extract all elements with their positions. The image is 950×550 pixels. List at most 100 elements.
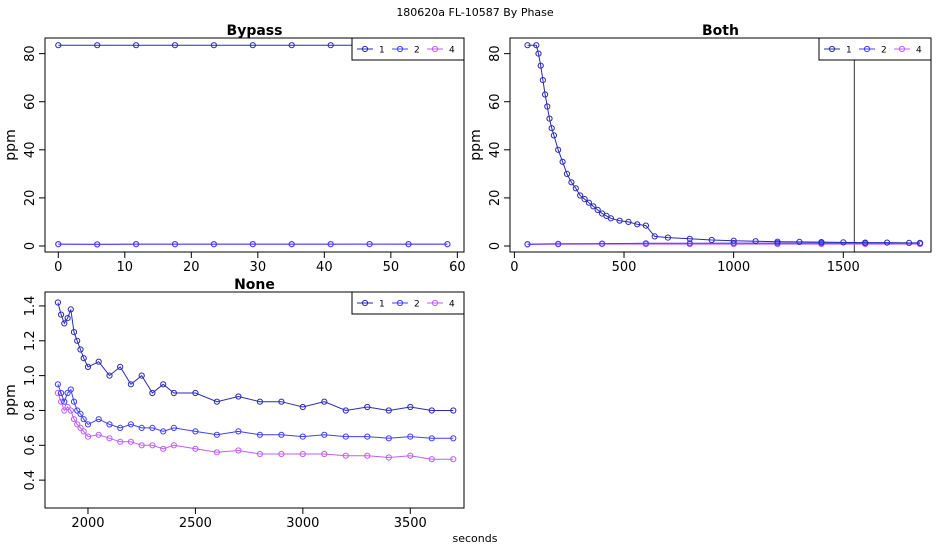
data-point: [149, 389, 156, 397]
data-point: [385, 407, 392, 414]
data-point: [170, 424, 177, 431]
data-point: [840, 239, 847, 246]
y-tick-label: 0.6: [23, 435, 38, 456]
x-tick-label: 2500: [179, 516, 212, 531]
data-point: [321, 431, 328, 438]
legend-label: 1: [379, 46, 385, 56]
y-axis-label: ppm: [468, 129, 484, 160]
y-tick-label: 80: [488, 45, 503, 62]
data-point: [171, 241, 179, 248]
legend-marker: [361, 299, 369, 307]
data-point: [54, 299, 62, 306]
data-point: [67, 306, 74, 313]
data-point: [278, 450, 285, 458]
data-point: [64, 389, 71, 397]
data-point: [559, 158, 566, 165]
data-point: [444, 241, 451, 248]
x-tick-label: 20: [183, 260, 200, 275]
data-point: [70, 416, 78, 423]
data-point: [117, 363, 124, 370]
y-tick-label: 1.2: [23, 330, 38, 351]
data-point: [117, 424, 124, 431]
data-point: [542, 91, 549, 98]
x-tick-label: 50: [383, 260, 400, 275]
panel-none: None ppm 2000 2500 3000 3500 0.4 0.6 0.8 1.0 1.2 1.…: [3, 277, 465, 531]
data-point: [138, 372, 145, 379]
data-point: [210, 42, 217, 49]
data-point: [774, 238, 781, 245]
data-point: [192, 389, 199, 397]
x-tick-label: 1500: [827, 260, 860, 275]
y-tick-label: 20: [488, 190, 503, 207]
legend-marker: [396, 299, 404, 307]
data-point: [524, 42, 531, 49]
data-point: [625, 218, 632, 225]
data-point: [106, 421, 113, 428]
data-point: [405, 241, 412, 248]
data-point: [171, 42, 179, 49]
legend-label: 1: [379, 300, 385, 310]
plot-area: [54, 299, 457, 463]
legend-label: 2: [881, 46, 887, 56]
data-point: [117, 438, 124, 445]
data-point: [364, 403, 371, 411]
data-point: [288, 42, 295, 49]
series-4: [54, 389, 457, 463]
data-point: [256, 398, 263, 405]
data-point: [192, 445, 199, 452]
data-point: [64, 403, 71, 411]
data-point: [533, 42, 540, 49]
x-tick-label: 10: [117, 260, 134, 275]
y-tick-label: 1.0: [23, 365, 38, 386]
legend-label: 1: [846, 46, 852, 56]
data-point: [730, 237, 737, 244]
data-point: [366, 241, 373, 248]
data-point: [664, 234, 672, 241]
data-point: [327, 42, 334, 49]
data-point: [106, 435, 113, 442]
data-point: [686, 240, 693, 247]
data-point: [385, 435, 392, 442]
data-point: [64, 315, 71, 322]
data-point: [450, 456, 457, 463]
data-point: [58, 311, 65, 318]
data-point: [210, 241, 217, 248]
data-point: [213, 398, 220, 405]
data-point: [450, 435, 457, 442]
data-point: [594, 206, 601, 213]
data-point: [642, 222, 650, 229]
data-point: [535, 50, 542, 57]
x-tick-label: 3500: [394, 516, 427, 531]
y-tick-label: 1.4: [23, 296, 38, 317]
y-tick-label: 0: [23, 242, 38, 250]
data-point: [572, 185, 579, 192]
data-point: [127, 438, 134, 445]
series-1: [54, 299, 457, 414]
data-point: [537, 62, 544, 69]
y-axis-label: ppm: [3, 384, 19, 415]
data-point: [906, 239, 913, 246]
data-point: [364, 452, 371, 459]
data-point: [818, 239, 825, 246]
data-point: [138, 424, 145, 431]
y-tick-label: 20: [23, 190, 38, 207]
series-line: [57, 384, 454, 439]
series-1: [524, 42, 924, 246]
data-point: [607, 215, 615, 222]
data-point: [70, 329, 78, 336]
data-point: [77, 346, 84, 353]
data-point: [95, 358, 102, 365]
data-point: [634, 221, 641, 228]
data-point: [61, 398, 68, 405]
data-point: [160, 445, 167, 452]
panel-title: Bypass: [227, 23, 283, 39]
data-point: [585, 199, 593, 206]
data-point: [213, 449, 220, 456]
legend-marker: [396, 45, 404, 53]
data-point: [127, 381, 134, 388]
legend-label: 4: [916, 46, 922, 56]
x-tick-label: 500: [612, 260, 637, 275]
data-point: [862, 239, 869, 246]
data-point: [299, 403, 306, 411]
